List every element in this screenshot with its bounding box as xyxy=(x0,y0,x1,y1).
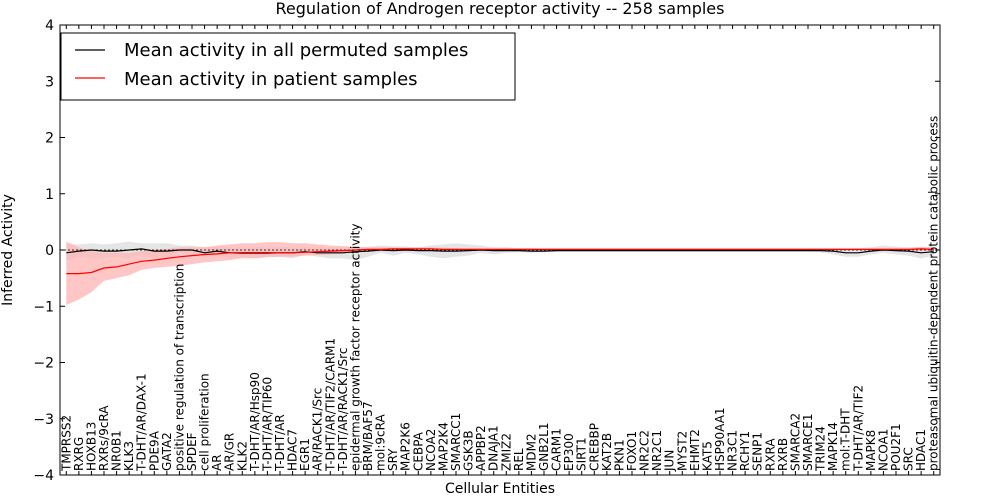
x-tick-label: POU2F1 xyxy=(889,423,903,471)
x-tick-label: CREBBP xyxy=(587,423,601,471)
legend-label-permuted: Mean activity in all permuted samples xyxy=(124,40,468,61)
legend: Mean activity in all permuted samples Me… xyxy=(60,32,516,101)
x-axis: TMPRSS2RXRGHOXB13RXRs/9cRANR0B1KLK3T-DHT… xyxy=(59,25,941,475)
x-tick-label: AR xyxy=(210,454,224,471)
y-tick-label: −1 xyxy=(33,299,54,315)
x-tick-label: SPDEF xyxy=(185,432,199,471)
x-tick-label: GSK3B xyxy=(462,430,476,471)
x-tick-label: HOXB13 xyxy=(84,422,98,471)
x-tick-label: MYST2 xyxy=(675,431,689,471)
x-tick-label: T-DHT/AR/TIP60 xyxy=(260,377,274,472)
x-tick-label: EGR1 xyxy=(298,438,312,471)
x-tick-label: KLK2 xyxy=(235,441,249,471)
x-tick-label: REL xyxy=(512,448,526,471)
x-tick-label: EHMT2 xyxy=(688,429,702,471)
legend-box xyxy=(60,32,516,101)
legend-label-patient: Mean activity in patient samples xyxy=(124,69,418,90)
x-tick-label: MAPK8 xyxy=(864,430,878,471)
x-tick-label: RXRA xyxy=(763,438,777,471)
x-tick-label: mol:9cRA xyxy=(374,414,388,471)
x-tick-label: CEBPA xyxy=(411,431,425,471)
x-tick-label: RXRs/9cRA xyxy=(97,405,111,471)
x-tick-label: TRIM24 xyxy=(814,426,828,472)
x-tick-label: RCHY1 xyxy=(738,431,752,471)
x-tick-label: HDAC7 xyxy=(286,429,300,471)
x-tick-label: AR/RACK1/Src xyxy=(311,388,325,471)
x-tick-label: positive regulation of transcription xyxy=(172,264,186,471)
x-tick-label: NR2C2 xyxy=(638,430,652,471)
x-tick-label: T-DHT/AR/Hsp90 xyxy=(248,372,262,472)
x-tick-label: NCOA1 xyxy=(876,429,890,471)
x-tick-label: AR/GR xyxy=(223,433,237,471)
x-tick-label: SIRT1 xyxy=(575,437,589,471)
x-tick-label: TMPRSS2 xyxy=(59,415,73,472)
x-tick-label: PDE9A xyxy=(147,430,161,471)
x-tick-label: NR2C1 xyxy=(650,430,664,471)
x-tick-label: KAT2B xyxy=(600,433,614,471)
x-tick-label: KAT5 xyxy=(700,441,714,471)
x-tick-label: SMARCC1 xyxy=(449,413,463,471)
x-tick-label: RXRB xyxy=(776,438,790,471)
x-tick-label: T-DHT/AR/DAX-1 xyxy=(135,373,149,472)
series-lines xyxy=(66,248,934,275)
x-tick-label: T-DHT/AR/TIF2/CARM1 xyxy=(323,338,337,472)
x-tick-label: SMARCA2 xyxy=(788,413,802,471)
y-tick-label: −2 xyxy=(33,356,54,372)
y-tick-label: −4 xyxy=(33,468,54,484)
x-tick-label: proteasomal ubiquitin-dependent protein … xyxy=(927,116,941,471)
x-tick-label: JUN xyxy=(663,450,677,472)
x-tick-label: HDAC1 xyxy=(914,429,928,471)
x-tick-label: PKN1 xyxy=(612,439,626,471)
y-tick-label: 3 xyxy=(45,74,54,90)
x-tick-label: epidermal growth factor receptor activit… xyxy=(348,224,362,471)
x-tick-label: T-DHT/AR/RACK1/Src xyxy=(336,348,350,472)
x-tick-label: EP300 xyxy=(562,433,576,471)
x-tick-label: GATA2 xyxy=(160,432,174,471)
y-tick-label: −3 xyxy=(33,412,54,428)
y-tick-label: 4 xyxy=(45,18,54,34)
x-tick-label: CARM1 xyxy=(550,428,564,471)
x-tick-label: MAP2K4 xyxy=(436,422,450,471)
x-tick-label: T-DHT/AR/TIF2 xyxy=(851,385,865,472)
chart-title: Regulation of Androgen receptor activity… xyxy=(276,0,725,18)
x-tick-label: MDM2 xyxy=(524,433,538,471)
x-tick-label: NR3C1 xyxy=(726,430,740,471)
x-tick-label: SENP1 xyxy=(751,432,765,471)
x-tick-label: MAPK14 xyxy=(826,422,840,471)
x-tick-label: FOXO1 xyxy=(625,431,639,471)
x-axis-label: Cellular Entities xyxy=(445,481,555,497)
x-tick-label: MAP2K6 xyxy=(399,422,413,471)
y-tick-label: 2 xyxy=(45,131,54,147)
confidence-bands xyxy=(66,241,934,306)
x-tick-label: SMARCE1 xyxy=(801,413,815,471)
x-tick-label: RXRG xyxy=(72,437,86,471)
x-tick-label: BRM/BAF57 xyxy=(361,401,375,471)
y-tick-label: 1 xyxy=(45,187,54,203)
x-tick-label: DNAJA1 xyxy=(487,425,501,471)
y-axis-label: Inferred Activity xyxy=(0,194,16,306)
x-tick-label: cell proliferation xyxy=(198,373,212,471)
x-tick-label: SRY xyxy=(386,448,400,471)
x-tick-label: T-DHT/AR xyxy=(273,414,287,472)
series-line-permuted xyxy=(66,248,934,254)
x-tick-label: APPBP2 xyxy=(474,425,488,471)
x-tick-label: mol:T-DHT xyxy=(839,408,853,471)
series-line-patient xyxy=(66,248,934,275)
y-axis: 4 3 2 1 0 −1 −2 −3 −4 xyxy=(33,18,940,484)
x-tick-label: GNB2L1 xyxy=(537,423,551,471)
x-tick-label: KLK3 xyxy=(122,441,136,471)
y-tick-label: 0 xyxy=(45,243,54,259)
x-tick-label: HSP90AA1 xyxy=(713,407,727,471)
x-tick-label: NCOA2 xyxy=(424,429,438,471)
x-tick-label: SRC xyxy=(902,447,916,471)
x-tick-label: NR0B1 xyxy=(110,430,124,471)
x-tick-label: ZMIZ2 xyxy=(499,433,513,471)
